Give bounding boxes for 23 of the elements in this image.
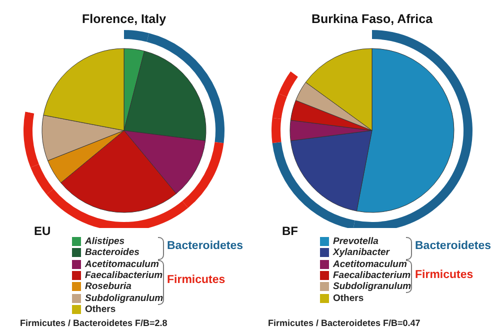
text: Firmicutes / Bacteroidetes F/B=0.47 (268, 318, 420, 328)
legend-label: Faecalibacterium (333, 270, 411, 282)
legend-label: Others (85, 304, 116, 315)
legend-label: Faecalibacterium (85, 270, 163, 282)
legend-label: Bacteroides (85, 247, 140, 258)
legend-label: Xylanibacter (333, 247, 390, 258)
text: Firmicutes (415, 268, 474, 281)
legend-label: Prevotella (333, 236, 378, 248)
legend-label: Acetitomaculum (85, 258, 159, 270)
text: Bacteroidetes (415, 240, 492, 252)
legend-label: Subdoligranulum (333, 281, 412, 292)
legend-label: Roseburia (85, 281, 132, 292)
text: Bacteroidetes (167, 240, 244, 252)
legend-label: Acetitomaculum (333, 258, 407, 270)
text: EU (34, 224, 51, 238)
chart-title: Burkina Faso, Africa (311, 12, 434, 26)
chart-title: Florence, Italy (82, 12, 166, 26)
legend-label: Subdoligranulum (85, 292, 164, 304)
text: Firmicutes / Bacteroidetes F/B=2.8 (20, 318, 168, 328)
legend-label: Alistipes (85, 236, 125, 248)
legend-label: Others (333, 292, 364, 304)
text: BF (282, 224, 298, 238)
text: Firmicutes (167, 274, 226, 286)
